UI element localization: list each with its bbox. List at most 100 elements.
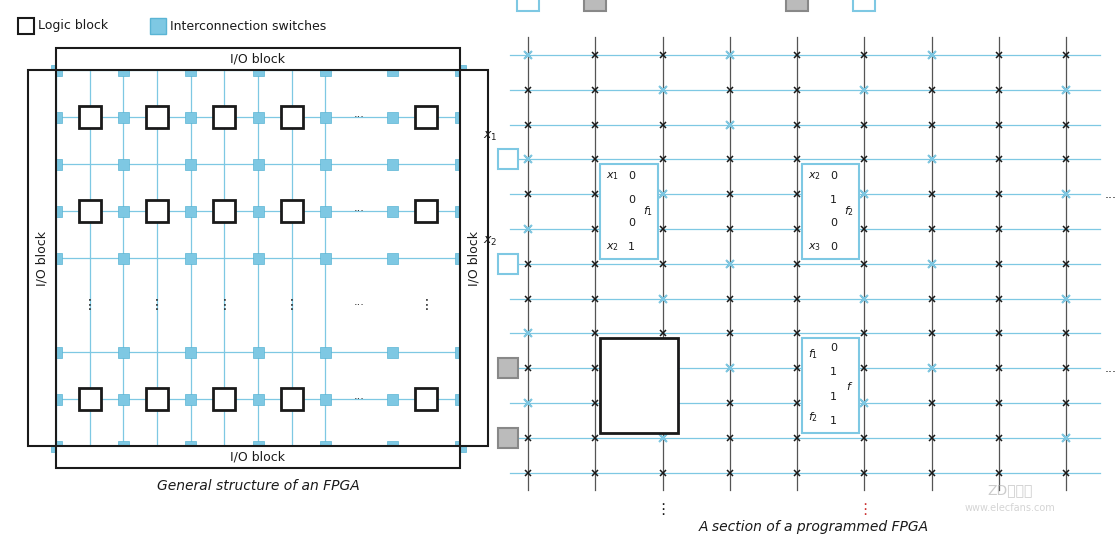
Text: ⋮: ⋮ bbox=[83, 298, 96, 312]
Text: ···: ··· bbox=[353, 394, 364, 404]
Bar bbox=[415, 106, 437, 128]
Bar bbox=[320, 159, 331, 169]
Bar bbox=[600, 339, 678, 433]
Bar bbox=[320, 65, 331, 75]
Bar bbox=[117, 112, 129, 122]
Text: $f_2$: $f_2$ bbox=[844, 205, 854, 218]
Bar bbox=[600, 164, 657, 259]
Text: A section of a programmed FPGA: A section of a programmed FPGA bbox=[699, 520, 929, 534]
Text: 0: 0 bbox=[628, 195, 635, 205]
Text: 0: 0 bbox=[831, 171, 837, 181]
Bar bbox=[28, 70, 56, 446]
Text: I/O block: I/O block bbox=[467, 231, 481, 286]
Bar bbox=[786, 0, 808, 11]
Bar bbox=[281, 106, 303, 128]
Text: ···: ··· bbox=[353, 112, 364, 122]
Bar bbox=[146, 388, 168, 410]
Bar bbox=[415, 200, 437, 222]
Text: $x_2$: $x_2$ bbox=[808, 170, 822, 182]
Bar bbox=[50, 253, 61, 263]
Text: General structure of an FPGA: General structure of an FPGA bbox=[157, 479, 359, 493]
Bar bbox=[455, 159, 465, 169]
Bar bbox=[78, 388, 101, 410]
Text: www.elecfans.com: www.elecfans.com bbox=[965, 503, 1055, 513]
Bar bbox=[387, 347, 398, 357]
Bar bbox=[387, 206, 398, 216]
Bar bbox=[253, 65, 264, 75]
Bar bbox=[387, 112, 398, 122]
Bar bbox=[186, 206, 196, 216]
Text: 1: 1 bbox=[628, 242, 635, 252]
Text: ...: ... bbox=[1105, 187, 1117, 201]
Text: ⋮: ⋮ bbox=[217, 298, 231, 312]
Bar bbox=[186, 65, 196, 75]
Bar bbox=[498, 150, 518, 169]
Text: $x_2$: $x_2$ bbox=[606, 241, 619, 253]
Bar bbox=[803, 164, 860, 259]
Bar bbox=[253, 206, 264, 216]
Bar bbox=[214, 200, 235, 222]
Text: ZD军顶网: ZD军顶网 bbox=[987, 483, 1033, 497]
Bar bbox=[455, 112, 465, 122]
Bar bbox=[455, 206, 465, 216]
Bar bbox=[320, 206, 331, 216]
Bar bbox=[150, 18, 165, 34]
Bar bbox=[50, 206, 61, 216]
Text: ⋮: ⋮ bbox=[285, 298, 299, 312]
Bar bbox=[585, 0, 606, 11]
Text: 0: 0 bbox=[831, 218, 837, 229]
Bar bbox=[186, 347, 196, 357]
Bar bbox=[387, 394, 398, 404]
Text: Logic block: Logic block bbox=[38, 20, 108, 33]
Bar bbox=[253, 159, 264, 169]
Bar bbox=[415, 388, 437, 410]
Bar bbox=[455, 441, 465, 452]
Text: $f$: $f$ bbox=[846, 380, 853, 391]
Text: ...: ... bbox=[1105, 362, 1117, 375]
Bar bbox=[281, 200, 303, 222]
Bar bbox=[498, 428, 518, 448]
Bar bbox=[117, 206, 129, 216]
Bar bbox=[50, 65, 61, 75]
Text: $f_1$: $f_1$ bbox=[643, 205, 653, 218]
Bar bbox=[459, 70, 487, 446]
Text: 0: 0 bbox=[628, 218, 635, 229]
Text: ···: ··· bbox=[353, 300, 364, 310]
Bar bbox=[50, 394, 61, 404]
Bar bbox=[56, 446, 459, 468]
Bar bbox=[320, 441, 331, 452]
Bar bbox=[320, 394, 331, 404]
Text: I/O block: I/O block bbox=[36, 231, 48, 286]
Bar bbox=[78, 200, 101, 222]
Text: 1: 1 bbox=[831, 367, 837, 378]
Bar bbox=[455, 65, 465, 75]
Bar bbox=[18, 18, 34, 34]
Bar bbox=[50, 159, 61, 169]
Bar bbox=[853, 0, 875, 11]
Bar bbox=[455, 253, 465, 263]
Bar bbox=[387, 253, 398, 263]
Bar bbox=[803, 339, 860, 433]
Bar bbox=[455, 347, 465, 357]
Bar bbox=[455, 394, 465, 404]
Text: $x_3$: $x_3$ bbox=[808, 241, 822, 253]
Bar bbox=[498, 254, 518, 274]
Text: I/O block: I/O block bbox=[230, 451, 285, 464]
Bar bbox=[320, 112, 331, 122]
Bar bbox=[50, 112, 61, 122]
Text: I/O block: I/O block bbox=[230, 52, 285, 66]
Bar bbox=[146, 106, 168, 128]
Text: $f$: $f$ bbox=[861, 0, 869, 11]
Bar bbox=[320, 253, 331, 263]
Text: 0: 0 bbox=[831, 343, 837, 353]
Bar bbox=[387, 159, 398, 169]
Bar bbox=[186, 394, 196, 404]
Text: $f_1$: $f_1$ bbox=[808, 347, 818, 361]
Bar bbox=[117, 394, 129, 404]
Text: 1: 1 bbox=[831, 195, 837, 205]
Text: ···: ··· bbox=[353, 206, 364, 216]
Bar bbox=[117, 253, 129, 263]
Text: ⋮: ⋮ bbox=[856, 502, 872, 517]
Text: $x_1$: $x_1$ bbox=[483, 130, 498, 144]
Bar bbox=[117, 441, 129, 452]
